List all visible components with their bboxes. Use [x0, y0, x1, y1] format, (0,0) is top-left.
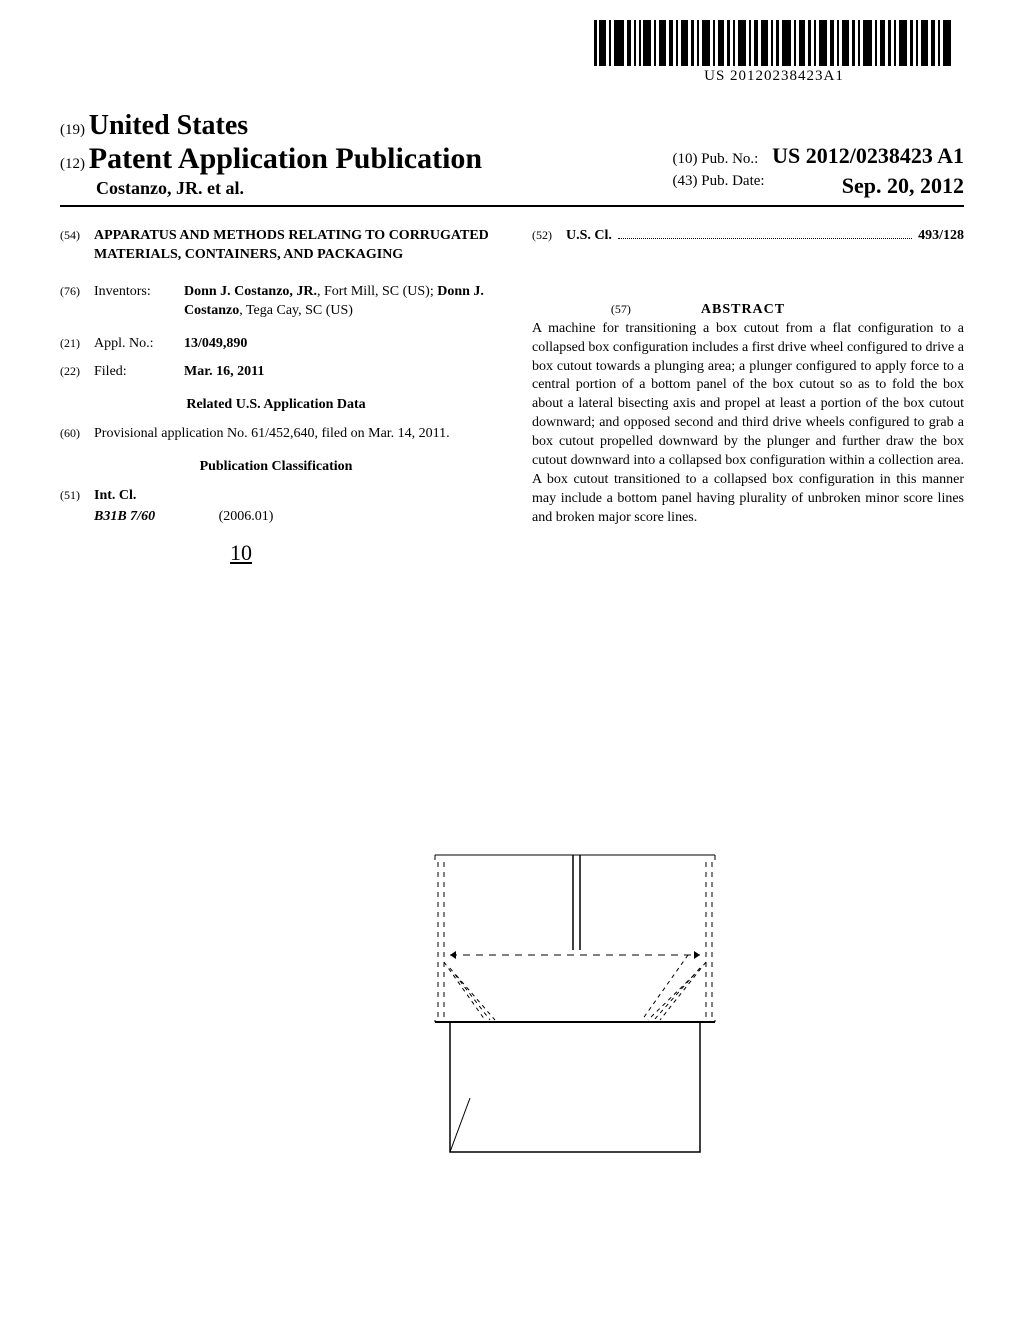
intcl-year: (2006.01) — [219, 509, 274, 524]
uscl-dots — [618, 228, 912, 239]
intcl-code: (51) — [60, 487, 94, 506]
uscl-code: (52) — [532, 227, 566, 246]
figure-label: 10 — [230, 540, 252, 566]
abstract-heading: ABSTRACT — [701, 301, 785, 320]
pub-no-line: (10) Pub. No.: US 2012/0238423 A1 — [672, 143, 964, 169]
pub-no-value: US 2012/0238423 A1 — [772, 143, 964, 168]
related-heading: Related U.S. Application Data — [60, 396, 492, 415]
uscl-value: 493/128 — [918, 227, 964, 246]
barcode-graphic — [594, 20, 954, 66]
appl-no-row: (21) Appl. No.: 13/049,890 — [60, 335, 492, 354]
pub-type-line: (12) Patent Application Publication — [60, 142, 482, 176]
patent-page: US 20120238423A1 (19) United States (12)… — [0, 0, 1024, 1320]
inventors-row: (76) Inventors: Donn J. Costanzo, JR., F… — [60, 283, 492, 321]
abstract-text: A machine for transitioning a box cutout… — [532, 320, 964, 528]
intcl-label: Int. Cl. — [94, 487, 136, 506]
inventors-code: (76) — [60, 283, 94, 321]
inventors-label: Inventors: — [94, 283, 184, 321]
right-column: (52) U.S. Cl. 493/128 (57) ABSTRACT A ma… — [532, 227, 964, 528]
pub-date-label: Pub. Date: — [701, 173, 764, 189]
filed-row: (22) Filed: Mar. 16, 2011 — [60, 363, 492, 382]
barcode-text: US 20120238423A1 — [594, 68, 954, 85]
filed-label: Filed: — [94, 363, 184, 382]
pub-type: Patent Application Publication — [89, 142, 482, 175]
header-left: (19) United States (12) Patent Applicati… — [60, 110, 482, 199]
abstract-block: (57) ABSTRACT A machine for transitionin… — [532, 301, 964, 528]
pub-type-code: (12) — [60, 156, 85, 172]
inventor-loc-1: , Fort Mill, SC (US); — [317, 284, 437, 299]
filed-code: (22) — [60, 363, 94, 382]
inventors-value: Donn J. Costanzo, JR., Fort Mill, SC (US… — [184, 283, 492, 321]
title-row: (54) APPARATUS AND METHODS RELATING TO C… — [60, 227, 492, 265]
body-columns: (54) APPARATUS AND METHODS RELATING TO C… — [60, 227, 964, 528]
provisional-text: Provisional application No. 61/452,640, … — [94, 425, 450, 444]
figure-drawing — [430, 850, 720, 1170]
left-column: (54) APPARATUS AND METHODS RELATING TO C… — [60, 227, 492, 528]
filed-value: Mar. 16, 2011 — [184, 363, 264, 382]
pub-no-code: (10) — [672, 151, 697, 167]
pub-date-line: (43) Pub. Date: Sep. 20, 2012 — [672, 173, 964, 199]
title-code: (54) — [60, 227, 94, 265]
country-line: (19) United States — [60, 110, 482, 142]
country-code: (19) — [60, 122, 85, 138]
pub-date-code: (43) — [672, 173, 697, 189]
intcl-row: (51) Int. Cl. — [60, 487, 492, 506]
intcl-block: B31B 7/60 (2006.01) — [94, 508, 492, 527]
uscl-line: U.S. Cl. 493/128 — [566, 227, 964, 246]
provisional-row: (60) Provisional application No. 61/452,… — [60, 425, 492, 444]
appl-label: Appl. No.: — [94, 335, 184, 354]
pub-no-label: Pub. No.: — [701, 151, 758, 167]
pub-date-value: Sep. 20, 2012 — [842, 173, 964, 199]
abstract-code: (57) — [611, 301, 631, 317]
header-right: (10) Pub. No.: US 2012/0238423 A1 (43) P… — [672, 143, 964, 199]
inventor-loc-2: , Tega Cay, SC (US) — [239, 303, 353, 318]
appl-value: 13/049,890 — [184, 335, 247, 354]
barcode-block: US 20120238423A1 — [594, 20, 954, 85]
intcl-value: B31B 7/60 — [94, 509, 155, 524]
uscl-row: (52) U.S. Cl. 493/128 — [532, 227, 964, 246]
country-name: United States — [89, 110, 248, 141]
appl-code: (21) — [60, 335, 94, 354]
provisional-code: (60) — [60, 425, 94, 444]
title-text: APPARATUS AND METHODS RELATING TO CORRUG… — [94, 227, 492, 265]
inventor-name-1: Donn J. Costanzo, JR. — [184, 284, 317, 299]
header: (19) United States (12) Patent Applicati… — [60, 110, 964, 207]
pubclass-heading: Publication Classification — [60, 458, 492, 477]
uscl-label: U.S. Cl. — [566, 227, 612, 246]
authors-line: Costanzo, JR. et al. — [96, 178, 482, 199]
